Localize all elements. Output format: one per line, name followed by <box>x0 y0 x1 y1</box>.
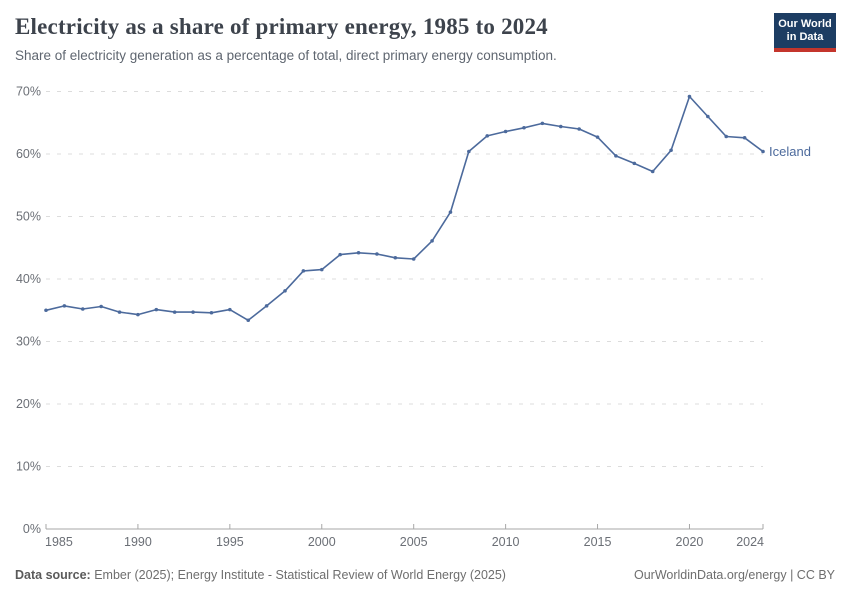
data-source-note: Data source: Ember (2025); Energy Instit… <box>15 568 506 582</box>
svg-text:2005: 2005 <box>400 535 428 549</box>
chart-footer: Data source: Ember (2025); Energy Instit… <box>15 568 835 582</box>
x-axis: 1985 1990 1995 2000 2005 2010 2015 2020 2024 <box>45 524 764 549</box>
gridlines <box>46 91 763 467</box>
svg-text:70%: 70% <box>16 85 41 99</box>
svg-text:50%: 50% <box>16 210 41 224</box>
owid-logo-line2: in Data <box>786 31 824 43</box>
svg-text:2015: 2015 <box>584 535 612 549</box>
svg-text:10%: 10% <box>16 460 41 474</box>
svg-text:30%: 30% <box>16 335 41 349</box>
page-title: Electricity as a share of primary energy… <box>15 14 548 39</box>
svg-text:1985: 1985 <box>45 535 73 549</box>
y-axis-labels: 0% 10% 20% 30% 40% 50% 60% 70% <box>16 85 41 537</box>
data-source-label: Data source: <box>15 568 91 582</box>
svg-text:1990: 1990 <box>124 535 152 549</box>
svg-text:60%: 60% <box>16 147 41 161</box>
data-source-text: Ember (2025); Energy Institute - Statist… <box>94 568 506 582</box>
svg-text:1995: 1995 <box>216 535 244 549</box>
owid-logo: Our World in Data <box>774 13 836 52</box>
svg-text:2000: 2000 <box>308 535 336 549</box>
chart-header: Electricity as a share of primary energy… <box>15 14 557 63</box>
svg-text:2010: 2010 <box>492 535 520 549</box>
svg-text:2020: 2020 <box>676 535 704 549</box>
credit-link[interactable]: OurWorldinData.org/energy | CC BY <box>633 568 835 582</box>
owid-logo-line1: Our World <box>778 18 832 30</box>
iceland-series-line[interactable] <box>44 94 765 323</box>
svg-text:20%: 20% <box>16 397 41 411</box>
svg-text:0%: 0% <box>23 522 41 536</box>
svg-text:40%: 40% <box>16 272 41 286</box>
svg-text:2024: 2024 <box>736 535 764 549</box>
entity-label-iceland[interactable]: Iceland <box>769 144 811 159</box>
page-subtitle: Share of electricity generation as a per… <box>15 48 557 63</box>
